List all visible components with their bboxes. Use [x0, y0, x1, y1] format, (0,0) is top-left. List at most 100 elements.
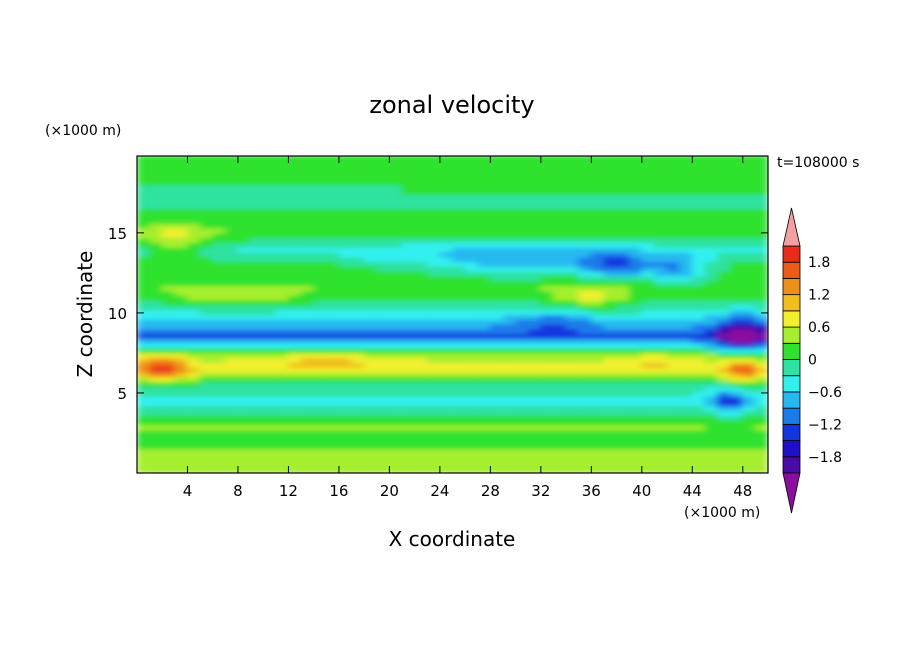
- contour-cell: [742, 390, 756, 397]
- contour-cell: [376, 438, 390, 445]
- contour-cell: [287, 232, 302, 239]
- contour-cell: [552, 467, 567, 473]
- contour-cell: [212, 357, 226, 364]
- contour-cell: [313, 443, 327, 450]
- contour-cell: [313, 289, 327, 296]
- contour-cell: [414, 203, 428, 210]
- contour-cell: [287, 371, 302, 378]
- contour-cell: [414, 453, 428, 460]
- contour-cell: [653, 448, 668, 455]
- contour-cell: [300, 299, 315, 306]
- contour-cell: [552, 414, 567, 421]
- contour-cell: [426, 400, 441, 407]
- contour-cell: [351, 333, 365, 340]
- contour-cell: [452, 400, 466, 407]
- contour-cell: [515, 366, 529, 373]
- contour-cell: [137, 366, 151, 373]
- contour-cell: [401, 261, 416, 267]
- contour-cell: [351, 165, 365, 171]
- contour-cell: [313, 352, 327, 359]
- contour-cell: [212, 448, 226, 455]
- contour-cell: [186, 299, 201, 306]
- contour-cell: [590, 246, 605, 253]
- contour-cell: [300, 251, 315, 258]
- contour-cell: [691, 213, 706, 219]
- colorbar-tick-label: −1.8: [808, 450, 842, 466]
- contour-cell: [729, 390, 744, 397]
- contour-cell: [717, 304, 731, 311]
- contour-cell: [527, 309, 542, 315]
- contour-cell: [287, 390, 302, 397]
- contour-cell: [174, 424, 188, 431]
- contour-cell: [275, 174, 289, 181]
- contour-cell: [666, 241, 681, 248]
- contour-cell: [515, 222, 529, 229]
- contour-cell: [275, 237, 289, 243]
- contour-cell: [552, 174, 567, 181]
- contour-cell: [325, 165, 340, 171]
- contour-cell: [704, 304, 719, 311]
- contour-cell: [137, 179, 151, 186]
- contour-cell: [502, 160, 517, 167]
- contour-cell: [502, 318, 517, 325]
- contour-cell: [426, 251, 441, 258]
- contour-cell: [679, 232, 693, 239]
- contour-cell: [590, 342, 605, 349]
- contour-cell: [388, 179, 403, 186]
- contour-cell: [578, 366, 592, 373]
- contour-cell: [376, 299, 390, 306]
- contour-cell: [477, 434, 491, 440]
- contour-cell: [691, 189, 706, 195]
- contour-cell: [452, 251, 466, 258]
- contour-cell: [338, 352, 353, 359]
- contour-cell: [552, 189, 567, 195]
- contour-cell: [161, 333, 176, 340]
- contour-cell: [578, 352, 592, 359]
- contour-cell: [439, 462, 453, 469]
- contour-cell: [679, 347, 693, 354]
- contour-cell: [199, 366, 214, 373]
- contour-cell: [351, 453, 365, 460]
- contour-cell: [199, 227, 214, 234]
- contour-cell: [186, 232, 201, 239]
- contour-cell: [224, 448, 239, 455]
- contour-cell: [666, 165, 681, 171]
- contour-cell: [754, 443, 768, 450]
- contour-cell: [628, 429, 643, 436]
- contour-cell: [742, 169, 756, 176]
- contour-cell: [401, 304, 416, 311]
- contour-cell: [224, 241, 239, 248]
- contour-cell: [250, 347, 264, 354]
- contour-cell: [477, 395, 491, 402]
- contour-cell: [300, 414, 315, 421]
- contour-cell: [376, 165, 390, 171]
- contour-cell: [300, 405, 315, 412]
- contour-cell: [224, 410, 239, 416]
- contour-cell: [729, 222, 744, 229]
- contour-cell: [717, 467, 731, 473]
- contour-cell: [313, 198, 327, 205]
- contour-cell: [742, 237, 756, 243]
- contour-cell: [691, 304, 706, 311]
- contour-cell: [653, 275, 668, 282]
- contour-cell: [489, 265, 504, 272]
- contour-cell: [742, 160, 756, 167]
- contour-cell: [161, 371, 176, 378]
- contour-cell: [729, 347, 744, 354]
- contour-cell: [250, 189, 264, 195]
- contour-cell: [666, 222, 681, 229]
- contour-cell: [489, 419, 504, 426]
- contour-cell: [603, 246, 618, 253]
- contour-cell: [515, 165, 529, 171]
- contour-cell: [489, 289, 504, 296]
- contour-cell: [641, 213, 655, 219]
- contour-cell: [477, 352, 491, 359]
- contour-cell: [149, 237, 163, 243]
- contour-cell: [616, 217, 630, 224]
- contour-cell: [616, 275, 630, 282]
- contour-cell: [186, 294, 201, 301]
- contour-cell: [414, 227, 428, 234]
- contour-cell: [452, 237, 466, 243]
- contour-cell: [287, 217, 302, 224]
- contour-cell: [363, 357, 378, 364]
